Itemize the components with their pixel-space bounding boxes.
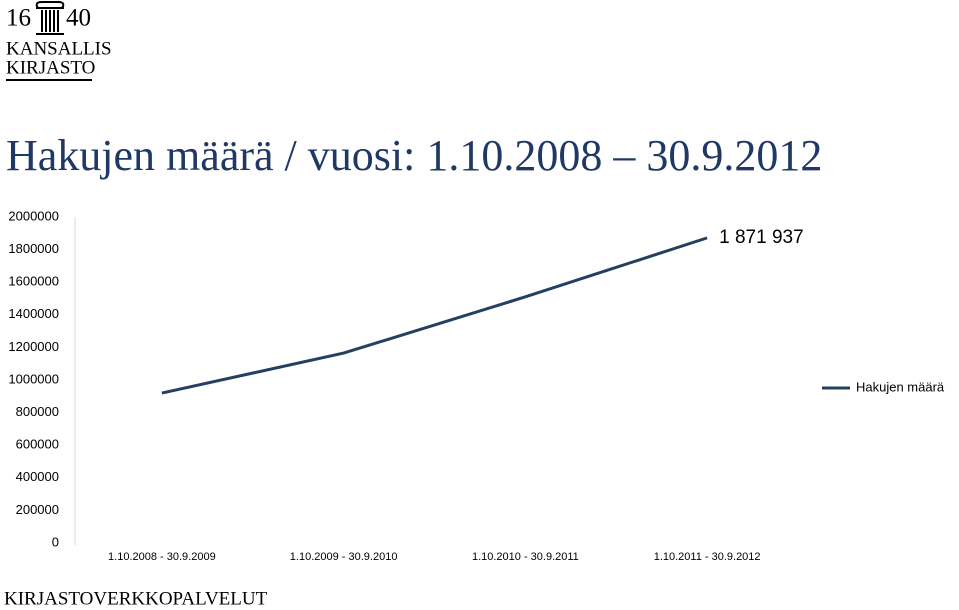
data-line xyxy=(161,236,708,395)
y-tick-label: 800000 xyxy=(16,404,59,419)
x-tick-label: 1.10.2008 - 30.9.2009 xyxy=(108,551,216,563)
logo-text: KIRJASTO xyxy=(6,57,95,78)
y-tick-label: 1000000 xyxy=(8,371,59,386)
logo-icon xyxy=(35,0,65,35)
y-tick-label: 1200000 xyxy=(8,339,59,354)
x-tick-label: 1.10.2011 - 30.9.2012 xyxy=(654,551,761,563)
logo-year: 40 xyxy=(66,5,91,32)
x-tick-label: 1.10.2010 - 30.9.2011 xyxy=(472,551,579,563)
logo-year: 16 xyxy=(6,5,31,32)
y-tick-label: 0 xyxy=(52,534,59,549)
y-tick-label: 600000 xyxy=(16,437,59,452)
logo: 16 40 KANSALLIS KIRJASTO xyxy=(6,0,112,81)
footer: KIRJASTOVERKKOPALVELUT xyxy=(4,588,268,609)
y-tick-label: 200000 xyxy=(16,502,59,517)
logo-text: KANSALLIS xyxy=(6,38,112,59)
y-tick-label: 2000000 xyxy=(8,208,59,223)
y-tick-label: 1400000 xyxy=(8,306,59,321)
chart-title: Hakujen määrä / vuosi: 1.10.2008 – 30.9.… xyxy=(6,131,822,180)
legend-label: Hakujen määrä xyxy=(856,379,945,394)
y-tick-label: 400000 xyxy=(16,469,59,484)
y-tick-label: 1800000 xyxy=(8,241,59,256)
y-tick-label: 1600000 xyxy=(8,274,59,289)
x-tick-label: 1.10.2009 - 30.9.2010 xyxy=(290,551,398,563)
data-label: 1 871 937 xyxy=(719,227,804,248)
